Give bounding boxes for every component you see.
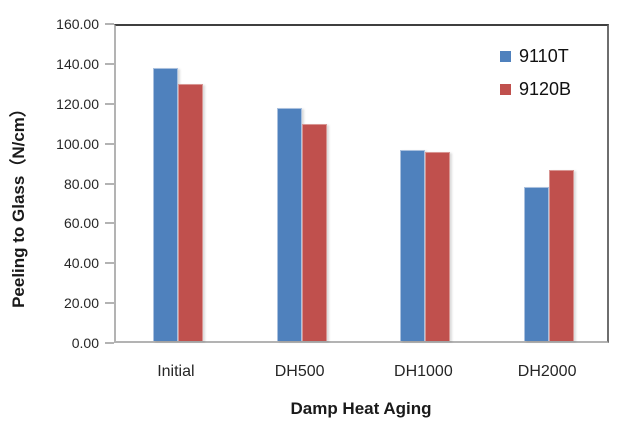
y-tick-mark <box>105 102 114 105</box>
x-category-label: DH2000 <box>517 363 577 380</box>
y-tick-mark <box>105 182 114 185</box>
x-category-label: Initial <box>157 363 195 380</box>
legend-swatch-9120B <box>500 83 511 95</box>
x-axis-title: Damp Heat Aging <box>290 399 432 418</box>
legend-item-9110T: 9110T <box>500 43 571 69</box>
plot-area <box>114 24 609 343</box>
y-tick-label: 20.00 <box>63 295 99 312</box>
y-tick-label: 0.00 <box>71 335 99 351</box>
y-tick-mark <box>105 23 114 25</box>
y-tick-mark <box>105 62 114 65</box>
bar-9120B-Initial <box>177 83 203 341</box>
y-tick-mark <box>105 342 114 344</box>
y-tick-label: 60.00 <box>63 215 99 232</box>
legend-label: 9120B <box>519 78 572 99</box>
bar-9120B-DH2000 <box>549 169 575 341</box>
bar-9120B-DH500 <box>301 123 327 341</box>
legend-swatch-9110T <box>500 50 511 62</box>
y-tick-label: 40.00 <box>63 255 99 272</box>
y-tick-mark <box>105 302 114 305</box>
y-tick-mark <box>105 142 114 145</box>
legend: 9110T 9120B <box>500 43 571 109</box>
bar-9110T-DH2000 <box>524 187 550 341</box>
y-tick-label: 140.00 <box>56 55 99 72</box>
bar-9110T-Initial <box>152 67 178 341</box>
bar-9110T-DH1000 <box>400 149 426 341</box>
y-tick-label: 100.00 <box>56 135 99 152</box>
y-tick-mark <box>105 262 114 265</box>
x-category-label: DH1000 <box>394 363 453 380</box>
y-tick-label: 120.00 <box>56 95 99 112</box>
bar-9110T-DH500 <box>276 107 302 341</box>
bar-9120B-DH1000 <box>425 151 451 341</box>
legend-item-9120B: 9120B <box>500 76 571 102</box>
y-tick-label: 160.00 <box>56 16 99 32</box>
legend-label: 9110T <box>519 45 569 66</box>
x-category-label: DH500 <box>274 363 325 380</box>
y-tick-mark <box>105 222 114 225</box>
y-tick-label: 80.00 <box>63 175 99 192</box>
